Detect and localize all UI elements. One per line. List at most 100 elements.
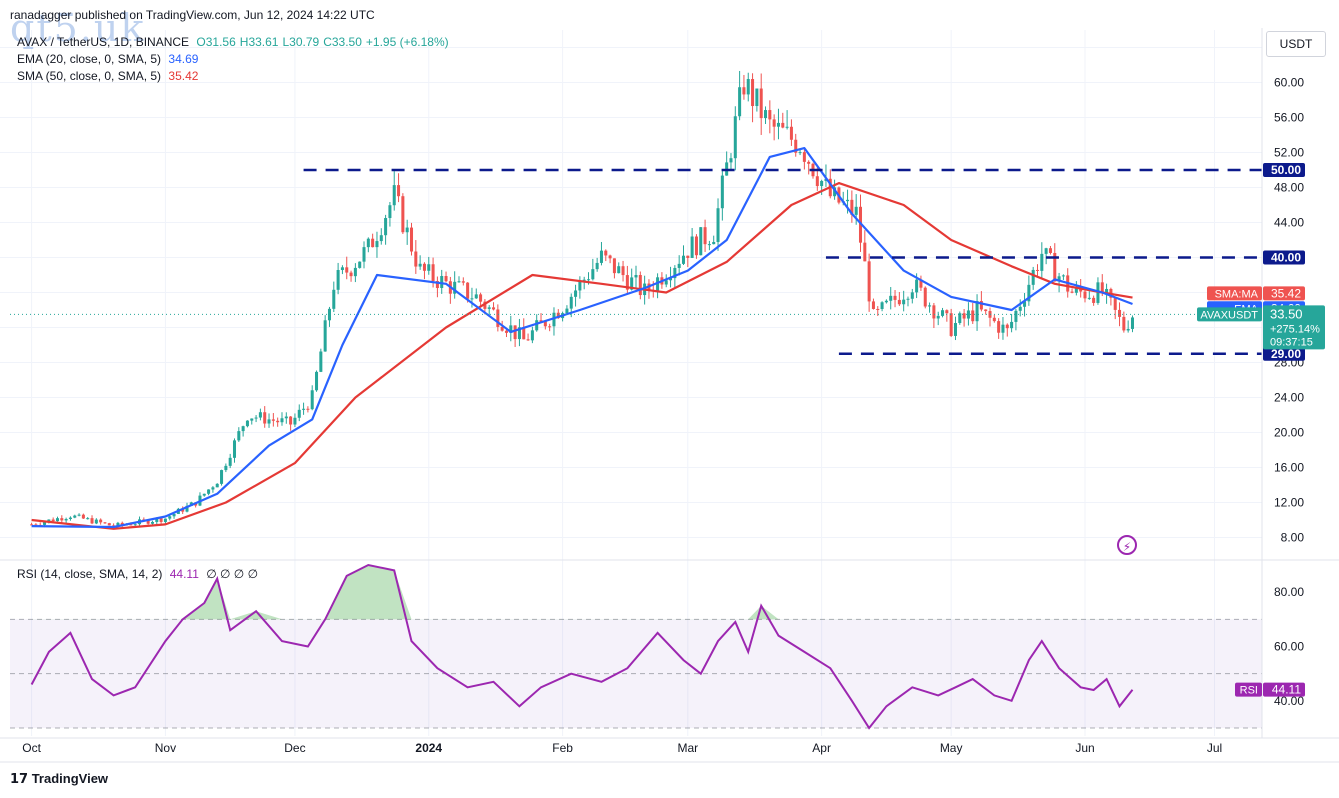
candle-body bbox=[617, 266, 621, 274]
candle-body bbox=[867, 261, 871, 302]
candle-body bbox=[556, 312, 560, 319]
candle-body bbox=[86, 518, 90, 520]
candle-body bbox=[116, 522, 120, 527]
rsi-extra: ∅ ∅ ∅ ∅ bbox=[206, 567, 259, 581]
candle-body bbox=[781, 122, 785, 128]
candle-body bbox=[504, 330, 508, 333]
candle-body bbox=[928, 305, 932, 307]
ema20-line bbox=[31, 147, 1133, 529]
candle-body bbox=[1126, 328, 1130, 331]
candle-body bbox=[185, 505, 189, 512]
candle-body bbox=[155, 518, 159, 522]
level-tag-label: 29.00 bbox=[1271, 347, 1301, 361]
candle-body bbox=[712, 241, 716, 245]
candle-body bbox=[64, 519, 68, 521]
candle-body bbox=[509, 325, 513, 333]
x-tick-label: Feb bbox=[552, 741, 573, 755]
candle-body bbox=[250, 418, 254, 421]
candle-body bbox=[392, 185, 396, 206]
candle-body bbox=[893, 295, 897, 300]
x-tick-label: Jul bbox=[1207, 741, 1222, 755]
candle-body bbox=[863, 242, 867, 262]
flash-icon[interactable]: ⚡ bbox=[1117, 535, 1137, 555]
level-tag-bg bbox=[1263, 250, 1305, 265]
candle-body bbox=[431, 264, 435, 281]
candle-body bbox=[530, 330, 534, 341]
candle-body bbox=[945, 310, 949, 314]
candle-body bbox=[686, 255, 690, 258]
candle-body bbox=[302, 408, 306, 410]
candle-body bbox=[621, 266, 625, 276]
candle-body bbox=[1105, 288, 1109, 294]
candle-body bbox=[77, 514, 81, 516]
candle-body bbox=[897, 299, 901, 305]
x-tick-label: Jun bbox=[1075, 741, 1094, 755]
candle-body bbox=[258, 412, 262, 418]
x-tick-label: 2024 bbox=[415, 741, 442, 755]
y-tick-label: 8.00 bbox=[1281, 531, 1305, 545]
candle-body bbox=[487, 307, 491, 309]
candle-body bbox=[384, 218, 388, 236]
candle-body bbox=[1061, 275, 1065, 277]
candle-body bbox=[1023, 301, 1027, 307]
rsi-tick-label: 60.00 bbox=[1274, 640, 1304, 654]
level-tag-label: 50.00 bbox=[1271, 163, 1301, 177]
candle-body bbox=[159, 518, 163, 522]
candle-body bbox=[608, 255, 612, 259]
ema-legend[interactable]: EMA (20, close, 0, SMA, 5) 34.69 bbox=[17, 52, 198, 66]
indicator-value-tag bbox=[1263, 286, 1305, 301]
candle-body bbox=[107, 523, 111, 526]
candle-body bbox=[323, 320, 327, 352]
candle-body bbox=[941, 310, 945, 316]
candle-body bbox=[349, 272, 353, 277]
candle-body bbox=[677, 263, 681, 268]
candle-body bbox=[388, 205, 392, 219]
candle-body bbox=[263, 412, 267, 424]
candle-body bbox=[638, 274, 642, 296]
candle-body bbox=[1092, 297, 1096, 303]
moving-average-lines bbox=[10, 147, 1262, 530]
candle-body bbox=[1035, 269, 1040, 271]
sma-legend[interactable]: SMA (50, close, 0, SMA, 5) 35.42 bbox=[17, 69, 198, 83]
candle-body bbox=[798, 152, 802, 154]
candle-body bbox=[366, 238, 370, 248]
candle-body bbox=[280, 418, 284, 423]
candle-body bbox=[202, 493, 206, 496]
candle-body bbox=[133, 524, 137, 526]
candle-body bbox=[267, 419, 271, 424]
candle-body bbox=[565, 308, 569, 314]
symbol-label[interactable]: AVAX / TetherUS, 1D, BINANCE bbox=[17, 35, 190, 49]
candle-body bbox=[906, 298, 910, 300]
candle-body bbox=[738, 87, 742, 117]
candle-body bbox=[496, 309, 500, 327]
candle-body bbox=[405, 227, 409, 233]
rsi-legend[interactable]: RSI (14, close, SMA, 14, 2) 44.11 ∅ ∅ ∅ … bbox=[17, 567, 258, 581]
ohlc-values: O31.56 H33.61 L30.79 C33.50 +1.95 (+6.18%) bbox=[192, 35, 448, 49]
candle-body bbox=[699, 227, 703, 256]
currency-button[interactable]: USDT bbox=[1266, 31, 1326, 57]
x-tick-label: May bbox=[940, 741, 963, 755]
candle-body bbox=[220, 470, 224, 484]
candle-body bbox=[479, 294, 483, 302]
candle-body bbox=[1044, 248, 1048, 254]
candle-body bbox=[884, 300, 888, 303]
candle-body bbox=[552, 312, 556, 327]
candle-body bbox=[789, 126, 793, 140]
candle-body bbox=[444, 276, 448, 282]
candle-body bbox=[211, 487, 215, 490]
candle-body bbox=[876, 308, 880, 310]
candle-body bbox=[1122, 316, 1126, 331]
candle-body bbox=[1057, 276, 1061, 282]
candle-body bbox=[1113, 297, 1117, 310]
sma-value: 35.42 bbox=[168, 69, 199, 83]
tradingview-logo[interactable]: 𝟭𝟳 TradingView bbox=[10, 771, 108, 787]
symbol-name-label: AVAXUSDT bbox=[1200, 309, 1258, 321]
candle-body bbox=[997, 321, 1001, 333]
candle-body bbox=[457, 281, 461, 283]
candle-body bbox=[1018, 306, 1022, 311]
candle-body bbox=[172, 513, 176, 517]
candle-body bbox=[401, 196, 405, 233]
candle-body bbox=[163, 518, 167, 522]
candle-body bbox=[237, 431, 241, 441]
